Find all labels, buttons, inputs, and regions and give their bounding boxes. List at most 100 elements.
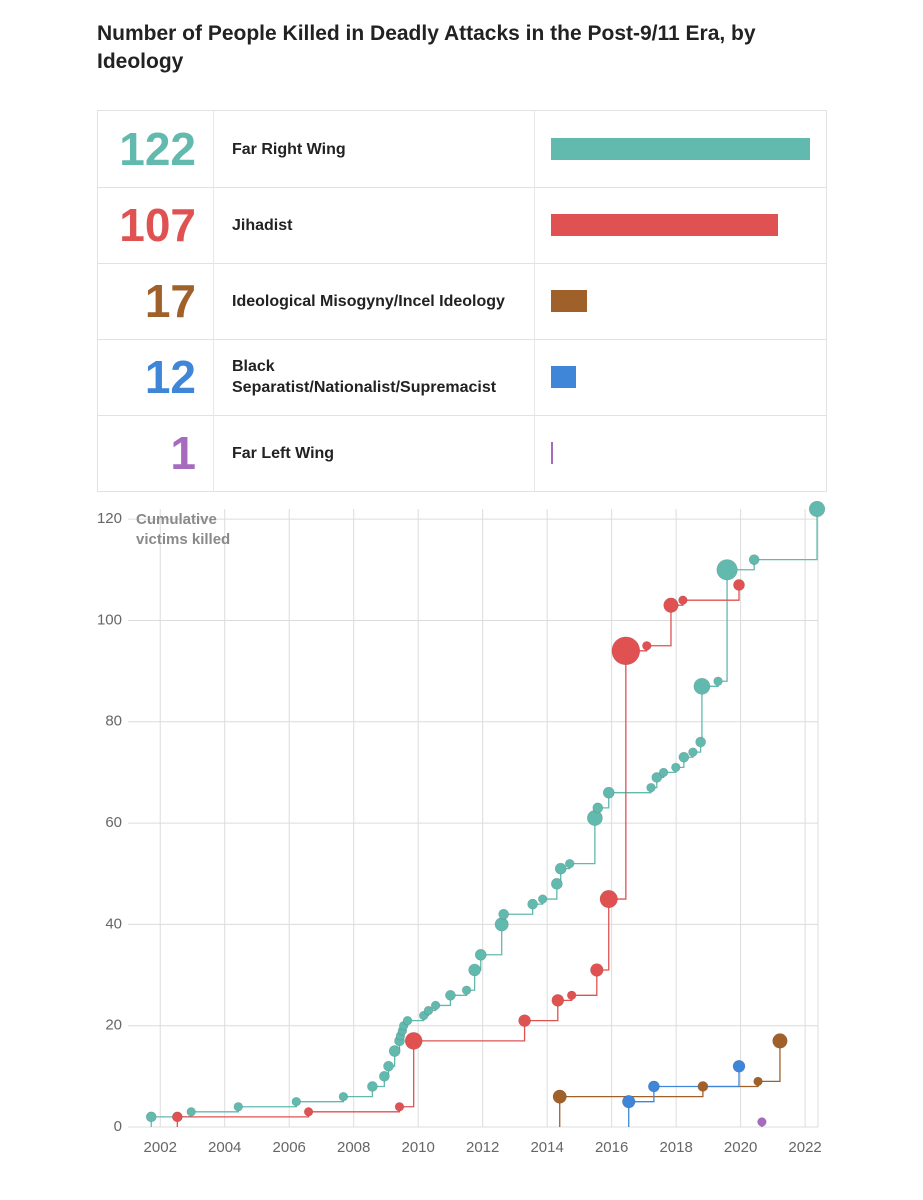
- total-label: 122: [119, 123, 196, 175]
- event-dot: [550, 877, 563, 890]
- event-dot: [697, 1081, 709, 1092]
- table-row: 122 Far Right Wing: [98, 111, 826, 188]
- event-dot: [291, 1096, 302, 1107]
- y-tick-label: 0: [114, 1118, 122, 1135]
- step-line: [296, 1096, 345, 1103]
- divider: [534, 263, 535, 339]
- category-label: Jihadist: [232, 216, 293, 234]
- event-dot: [611, 636, 641, 666]
- step-line: [646, 605, 672, 647]
- total-label: 107: [119, 199, 196, 251]
- divider: [213, 111, 214, 187]
- step-line: [754, 509, 818, 561]
- step-line: [524, 1000, 559, 1022]
- event-dot: [599, 889, 618, 909]
- y-tick-label: 80: [105, 713, 122, 730]
- divider: [213, 339, 214, 415]
- x-tick-label: 2022: [788, 1139, 821, 1156]
- event-dot: [527, 898, 539, 910]
- event-dot: [430, 1000, 441, 1011]
- event-dot: [338, 1091, 349, 1102]
- step-line: [413, 1020, 526, 1042]
- event-dot: [445, 989, 456, 1001]
- bar: [551, 138, 810, 160]
- event-dot: [716, 559, 738, 581]
- y-axis-label: Cumulative victims killed: [136, 511, 231, 548]
- step-line: [151, 1111, 192, 1118]
- step-line: [608, 787, 652, 794]
- step-line: [596, 899, 610, 971]
- step-line: [758, 1040, 781, 1083]
- event-dot: [646, 782, 656, 793]
- category-label: Ideological Misogyny/Incel Ideology: [232, 292, 505, 310]
- step-line: [718, 569, 728, 682]
- event-dot: [468, 963, 481, 977]
- event-dot: [367, 1081, 378, 1092]
- total-label: 12: [144, 351, 196, 403]
- x-tick-label: 2018: [659, 1139, 692, 1156]
- event-dot: [592, 802, 604, 814]
- bar: [551, 290, 588, 312]
- event-dot: [586, 810, 603, 826]
- event-dot: [394, 1102, 405, 1112]
- bar: [551, 366, 577, 388]
- step-line: [571, 969, 598, 996]
- event-dot: [498, 908, 509, 920]
- event-dot: [678, 595, 688, 605]
- table-row: 1 Far Left Wing: [98, 415, 826, 491]
- event-dot: [663, 597, 679, 613]
- event-dot: [552, 1089, 567, 1104]
- step-line: [191, 1106, 239, 1113]
- event-dot: [551, 994, 565, 1007]
- bar: [551, 442, 554, 464]
- event-dot: [808, 500, 826, 518]
- event-dot: [494, 917, 509, 932]
- y-tick-label: 60: [105, 814, 122, 831]
- event-dot: [678, 751, 690, 763]
- divider: [213, 263, 214, 339]
- x-tick-label: 2014: [530, 1139, 563, 1156]
- divider: [534, 111, 535, 187]
- bar: [551, 214, 779, 236]
- event-dot: [642, 641, 652, 651]
- event-dot: [622, 1094, 636, 1109]
- step-line: [682, 584, 740, 601]
- x-tick-label: 2016: [595, 1139, 628, 1156]
- event-dot: [772, 1033, 788, 1049]
- step-line: [569, 818, 596, 865]
- step-line: [653, 1066, 740, 1088]
- event-dot: [733, 579, 745, 591]
- event-dot: [753, 1076, 763, 1087]
- event-dot: [748, 554, 760, 566]
- divider: [213, 187, 214, 263]
- event-dot: [171, 1111, 183, 1123]
- event-dot: [671, 762, 681, 773]
- step-line: [702, 1081, 759, 1088]
- x-tick-label: 2004: [208, 1139, 241, 1156]
- divider: [534, 415, 535, 491]
- category-label: Far Left Wing: [232, 444, 335, 462]
- chart-title: Number of People Killed in Deadly Attack…: [97, 22, 756, 73]
- divider: [534, 339, 535, 415]
- step-line: [480, 924, 503, 956]
- table-row: 12 Black Separatist/Nationalist/Supremaci…: [98, 339, 826, 416]
- table-row: 107 Jihadist: [98, 187, 826, 264]
- step-line: [399, 1040, 415, 1108]
- total-label: 1: [170, 427, 196, 479]
- event-dot: [651, 772, 663, 783]
- event-dot: [186, 1107, 196, 1117]
- event-dot: [695, 736, 706, 748]
- y-tick-label: 20: [105, 1017, 122, 1034]
- category-label: Far Right Wing: [232, 140, 346, 158]
- event-dot: [378, 1070, 390, 1082]
- event-dot: [732, 1059, 746, 1073]
- event-dot: [474, 948, 487, 961]
- event-dot: [537, 894, 548, 904]
- event-dot: [554, 862, 567, 875]
- event-dot: [383, 1060, 394, 1072]
- event-dot: [145, 1111, 157, 1123]
- event-dot: [423, 1005, 434, 1016]
- event-dot: [590, 963, 604, 977]
- x-tick-label: 2012: [466, 1139, 499, 1156]
